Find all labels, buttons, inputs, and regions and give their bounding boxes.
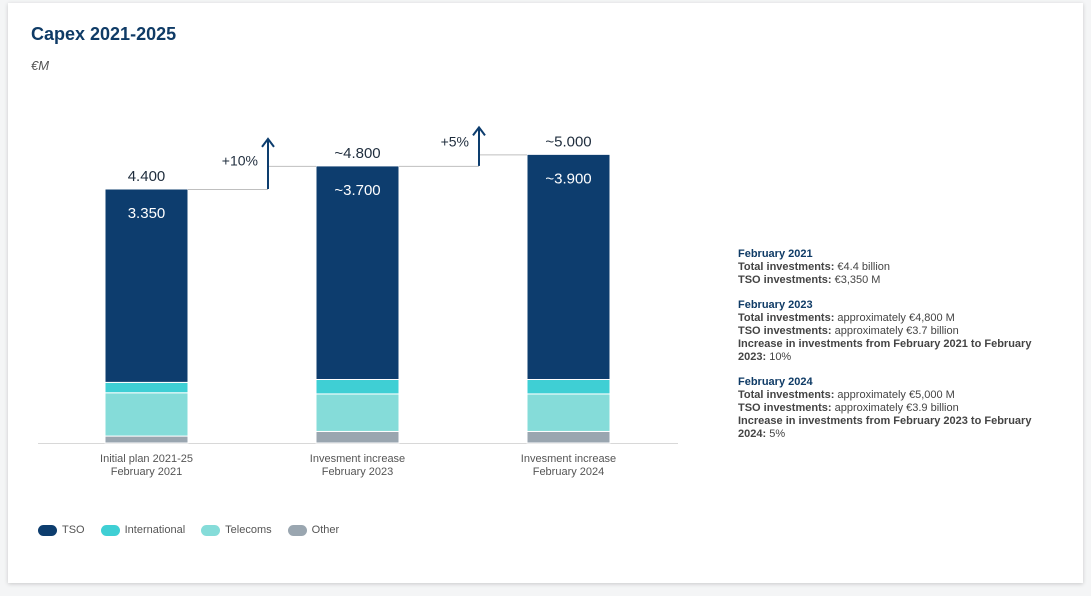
legend-swatch <box>287 524 307 536</box>
bar-other-3 <box>526 430 611 444</box>
note-line: Total investments: approximately €4,800 … <box>738 312 1038 325</box>
note-3: February 2024 Total investments: approxim… <box>738 376 1038 441</box>
bar-telecoms-3 <box>526 393 611 432</box>
tso-label-3: ~3.900 <box>545 170 591 187</box>
tso-label-2: ~3.700 <box>334 182 380 199</box>
total-label-1: 4.400 <box>128 168 166 185</box>
legend-item-international: International <box>100 524 186 536</box>
total-label-3: ~5.000 <box>545 133 591 150</box>
note-heading: February 2021 <box>738 248 813 260</box>
category-label-3-line1: Invesment increase <box>521 453 616 465</box>
note-line-value: approximately €3.7 billion <box>831 325 959 337</box>
note-line: Increase in investments from February 20… <box>738 338 1038 364</box>
legend-swatch <box>201 524 221 536</box>
legend-label: Other <box>311 524 340 536</box>
note-line-label: TSO investments: <box>738 402 832 414</box>
note-line-label: Increase in investments from February 20… <box>738 415 1032 440</box>
note-1: February 2021 Total investments: €4.4 bil… <box>738 248 1038 287</box>
increase-arrow-head-2 <box>472 125 486 136</box>
note-line-value: approximately €3.9 billion <box>831 402 959 414</box>
note-line: TSO investments: €3,350 M <box>738 274 1038 287</box>
note-line-label: TSO investments: <box>738 325 832 337</box>
category-label-2-line1: Invesment increase <box>310 453 405 465</box>
bar-tso-2 <box>315 165 400 380</box>
bar-telecoms-1 <box>104 392 189 437</box>
bar-international-2 <box>315 379 400 395</box>
notes-panel: February 2021 Total investments: €4.4 bil… <box>738 248 1038 453</box>
note-line: Total investments: approximately €5,000 … <box>738 389 1038 402</box>
legend-swatch <box>100 524 120 536</box>
chart-legend: TSO International Telecoms Other <box>38 524 355 536</box>
bar-international-3 <box>526 379 611 395</box>
note-line-value: €4.4 billion <box>834 261 891 273</box>
legend-label: TSO <box>62 524 85 536</box>
note-heading: February 2024 <box>738 376 813 388</box>
chart-title: Capex 2021-2025 <box>31 24 177 44</box>
increase-label-1: +10% <box>222 152 258 168</box>
total-label-2: ~4.800 <box>334 145 380 162</box>
note-line-value: 5% <box>766 428 786 440</box>
note-line-value: €3,350 M <box>831 274 881 286</box>
bar-international-1 <box>104 381 189 394</box>
bar-other-2 <box>315 430 400 444</box>
note-line: TSO investments: approximately €3.7 bill… <box>738 325 1038 338</box>
note-line-value: approximately €5,000 M <box>834 389 955 401</box>
note-2: February 2023 Total investments: approxim… <box>738 299 1038 364</box>
bar-tso-3 <box>526 153 611 380</box>
tso-label-1: 3.350 <box>128 205 166 222</box>
note-line-label: Increase in investments from February 20… <box>738 338 1032 363</box>
legend-item-telecoms: Telecoms <box>201 524 272 536</box>
legend-label: Telecoms <box>225 524 272 536</box>
legend-item-other: Other <box>287 524 340 536</box>
category-label-1-line2: February 2021 <box>111 466 183 478</box>
bar-other-1 <box>104 435 189 444</box>
legend-label: International <box>124 524 186 536</box>
bar-telecoms-2 <box>315 393 400 432</box>
category-label-2-line2: February 2023 <box>322 466 394 478</box>
bar-tso-1 <box>104 188 189 383</box>
unit-label: €M <box>31 58 50 73</box>
category-label-3-line2: February 2024 <box>533 466 605 478</box>
note-heading: February 2023 <box>738 299 813 311</box>
note-line-label: TSO investments: <box>738 274 832 286</box>
note-line: TSO investments: approximately €3.9 bill… <box>738 402 1038 415</box>
note-line: Increase in investments from February 20… <box>738 415 1038 441</box>
note-line-label: Total investments: <box>738 261 835 273</box>
legend-swatch <box>38 524 57 536</box>
increase-arrow-head-1 <box>261 137 275 148</box>
legend-item-tso: TSO <box>38 524 85 536</box>
category-label-1-line1: Initial plan 2021-25 <box>100 453 193 465</box>
note-line-value: approximately €4,800 M <box>834 312 955 324</box>
increase-label-2: +5% <box>441 133 469 149</box>
note-line-label: Total investments: <box>738 312 835 324</box>
note-line-value: 10% <box>766 351 792 363</box>
note-line-label: Total investments: <box>738 389 835 401</box>
note-line: Total investments: €4.4 billion <box>738 261 1038 274</box>
